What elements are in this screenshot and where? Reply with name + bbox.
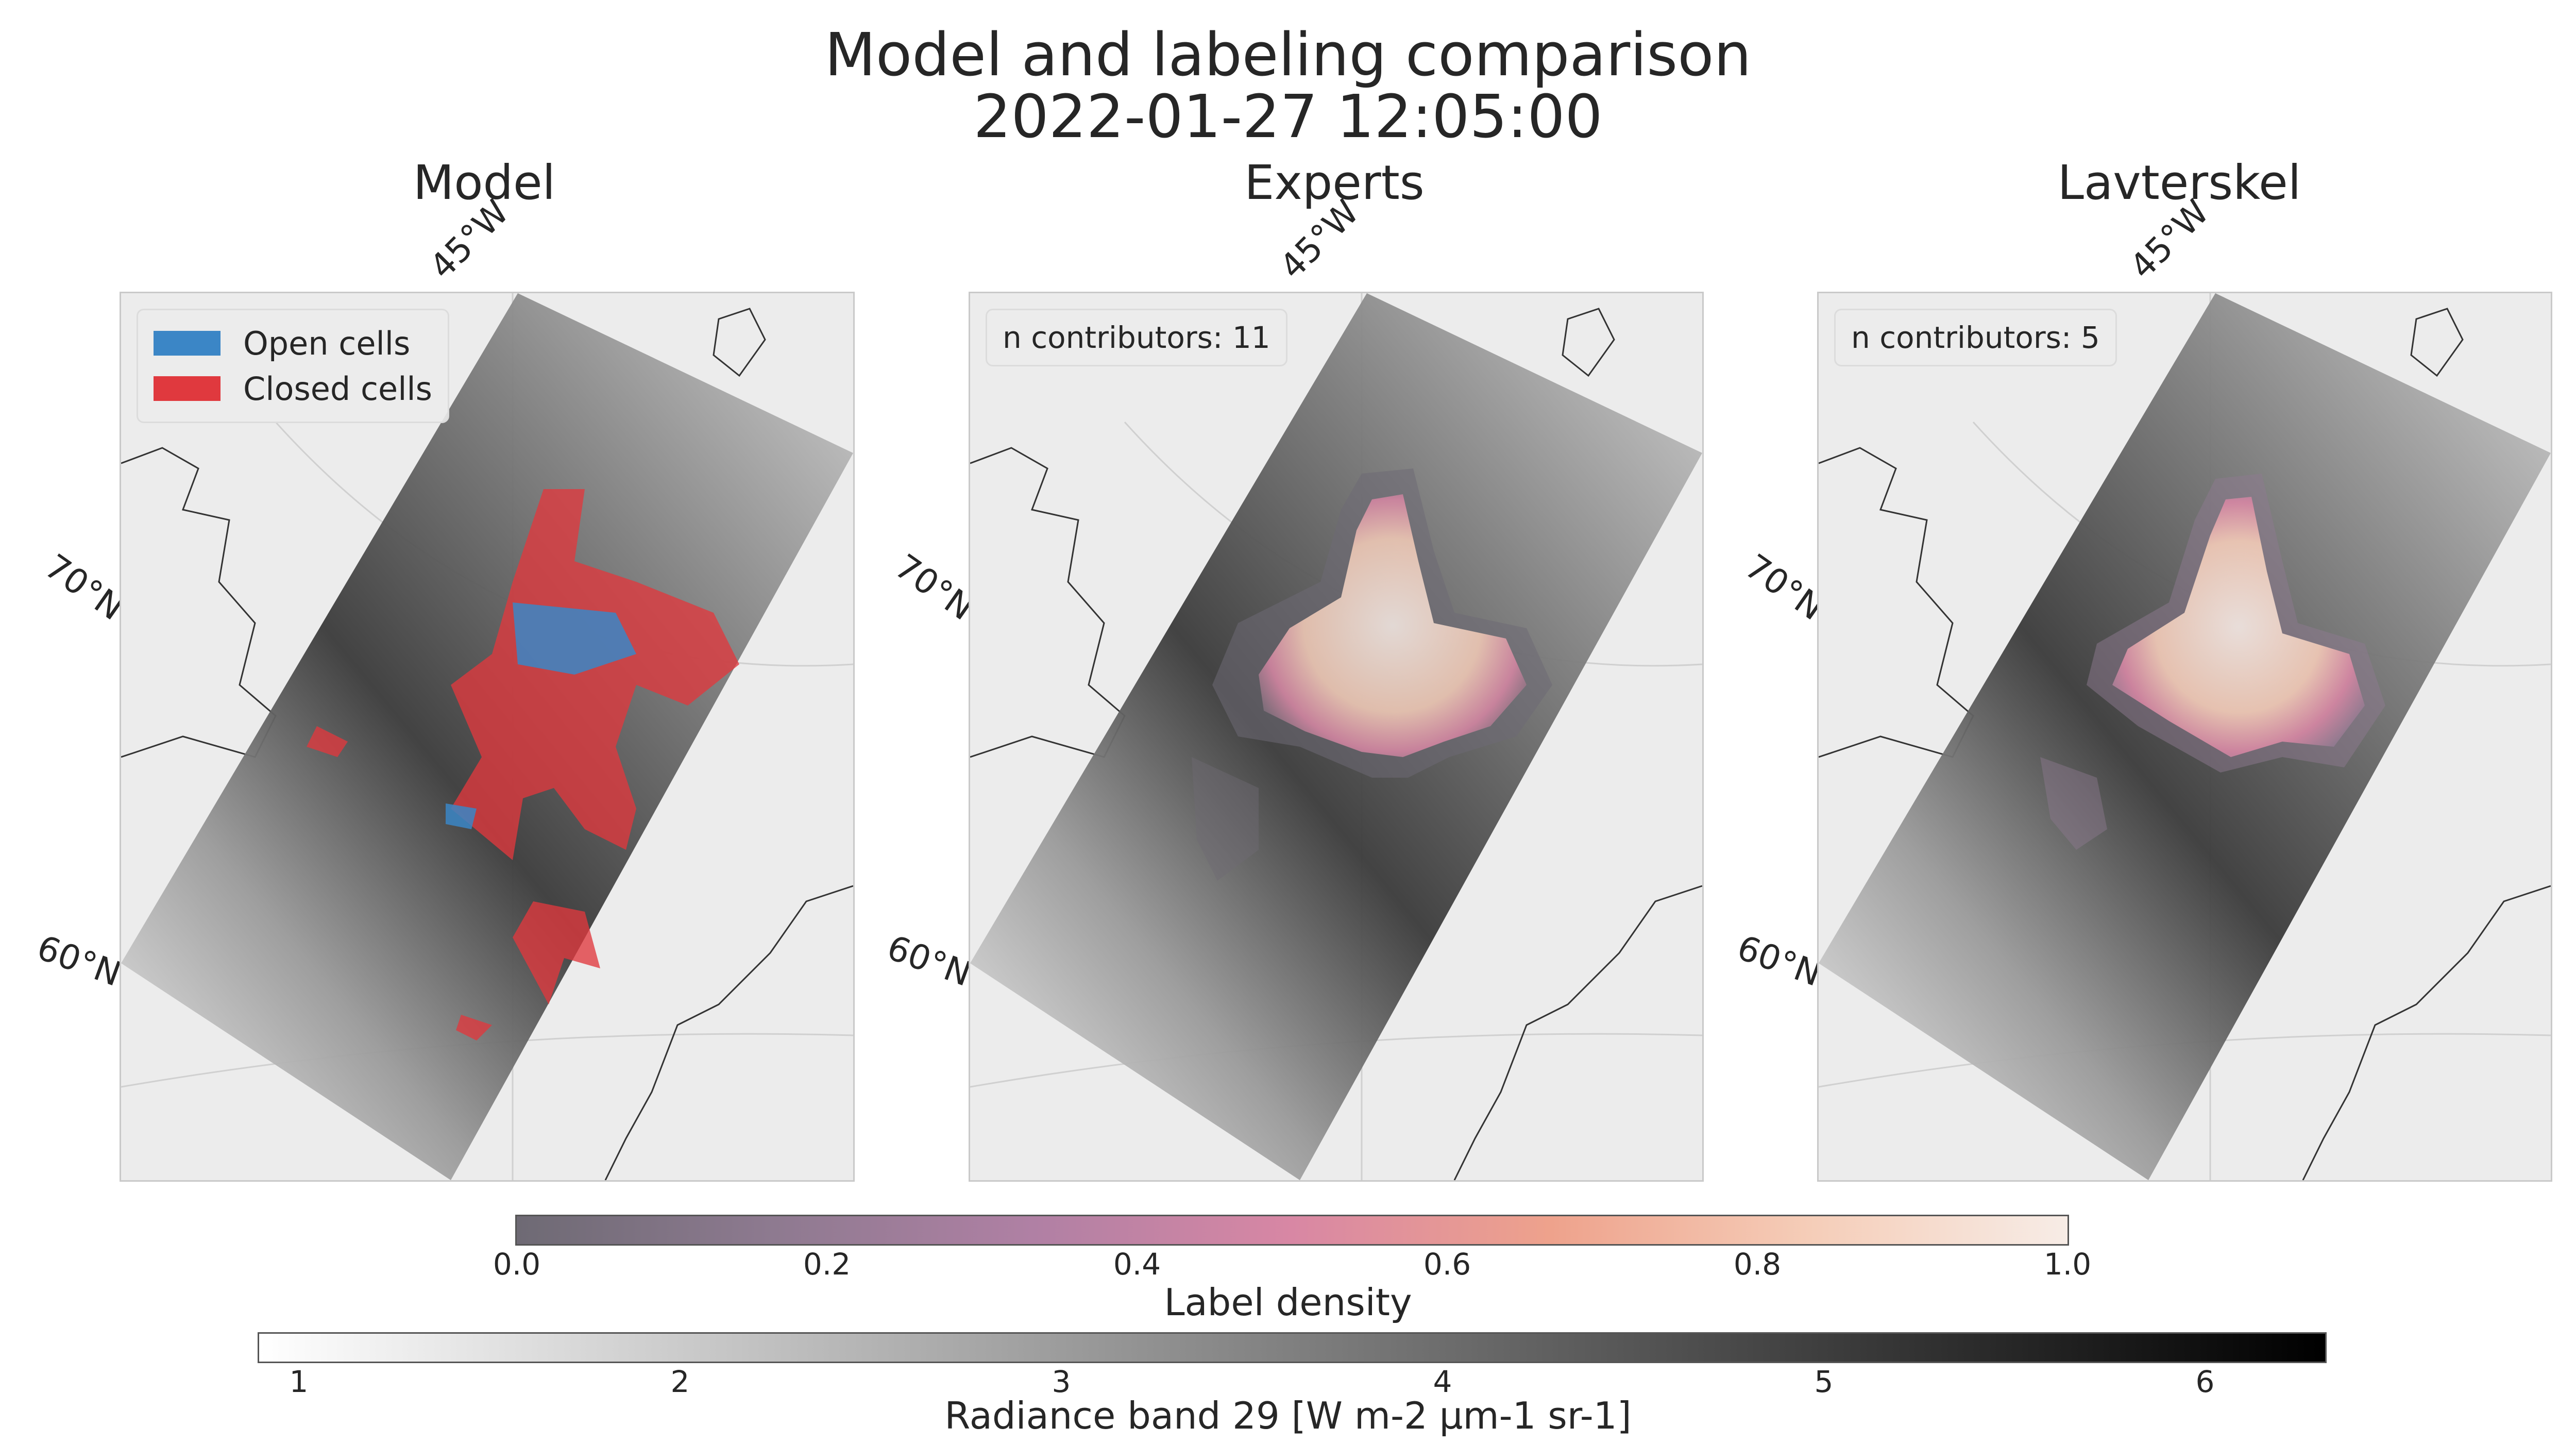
- density-tick: 0.2: [803, 1247, 851, 1282]
- colorbar-label-density: [515, 1215, 2069, 1246]
- coastline-svalbard: [1562, 308, 1615, 377]
- coastline-greenland: [1819, 447, 1974, 758]
- lat-label-60n: 60°N: [32, 927, 126, 995]
- density-tick: 0.8: [1733, 1247, 1782, 1282]
- legend-item-closed-cells: Closed cells: [154, 366, 432, 411]
- colorbar-density-label: Label density: [1164, 1281, 1412, 1324]
- panel-title-model: Model: [413, 155, 556, 210]
- closed-cells-region: [451, 489, 739, 860]
- radiance-tick: 4: [1433, 1364, 1452, 1399]
- legend-item-open-cells: Open cells: [154, 321, 432, 366]
- figure-subtitle-timestamp: 2022-01-27 12:05:00: [973, 82, 1603, 152]
- lat-label-70n: 70°N: [888, 546, 981, 628]
- panel-title-lavterskel: Lavterskel: [2057, 155, 2301, 210]
- closed-cells-region: [513, 901, 600, 1004]
- coastline-svalbard: [2410, 308, 2464, 377]
- density-tick: 0.4: [1113, 1247, 1161, 1282]
- density-tick: 1.0: [2043, 1247, 2092, 1282]
- figure-title: Model and labeling comparison: [824, 21, 1752, 90]
- map-panel-model: Open cells Closed cells: [120, 292, 855, 1182]
- label-density-core: [2112, 497, 2365, 757]
- label-density-outer: [1192, 757, 1259, 881]
- legend-swatch-closed: [154, 376, 221, 401]
- density-tick: 0.6: [1423, 1247, 1471, 1282]
- coastline-scandinavia: [1453, 885, 1702, 1180]
- legend: Open cells Closed cells: [137, 309, 449, 423]
- map-experts-svg: [970, 293, 1702, 1180]
- lat-label-60n: 60°N: [882, 927, 976, 995]
- panel-title-experts: Experts: [1244, 155, 1425, 210]
- lat-label-60n: 60°N: [1732, 927, 1826, 995]
- map-model-svg: [121, 293, 853, 1180]
- colorbar-radiance: [258, 1332, 2327, 1363]
- coastline-greenland: [970, 447, 1126, 758]
- radiance-tick: 3: [1052, 1364, 1071, 1399]
- closed-cells-region: [307, 726, 348, 757]
- label-density-outer: [2040, 757, 2107, 850]
- legend-label-open: Open cells: [243, 324, 411, 362]
- coastline-greenland: [121, 447, 277, 758]
- contributors-box: n contributors: 5: [1834, 309, 2117, 366]
- radiance-tick: 2: [670, 1364, 690, 1399]
- open-cells-region: [446, 803, 477, 829]
- open-cells-region: [513, 602, 636, 675]
- lat-label-70n: 70°N: [1738, 546, 1831, 628]
- closed-cells-region: [456, 1015, 492, 1041]
- lat-label-70n: 70°N: [38, 546, 131, 628]
- density-tick: 0.0: [493, 1247, 541, 1282]
- contributors-box: n contributors: 11: [986, 309, 1287, 366]
- legend-swatch-open: [154, 331, 221, 356]
- map-panel-lavterskel: n contributors: 5: [1817, 292, 2552, 1182]
- map-lavterskel-svg: [1819, 293, 2551, 1180]
- legend-label-closed: Closed cells: [243, 370, 432, 408]
- map-panel-experts: n contributors: 11: [969, 292, 1704, 1182]
- colorbar-radiance-label: Radiance band 29 [W m-2 µm-1 sr-1]: [944, 1394, 1632, 1437]
- coastline-scandinavia: [604, 885, 853, 1180]
- label-density-core: [1259, 494, 1527, 757]
- radiance-tick: 1: [289, 1364, 309, 1399]
- radiance-tick: 5: [1814, 1364, 1834, 1399]
- radiance-tick: 6: [2195, 1364, 2215, 1399]
- coastline-scandinavia: [2302, 885, 2551, 1180]
- coastline-svalbard: [713, 308, 766, 377]
